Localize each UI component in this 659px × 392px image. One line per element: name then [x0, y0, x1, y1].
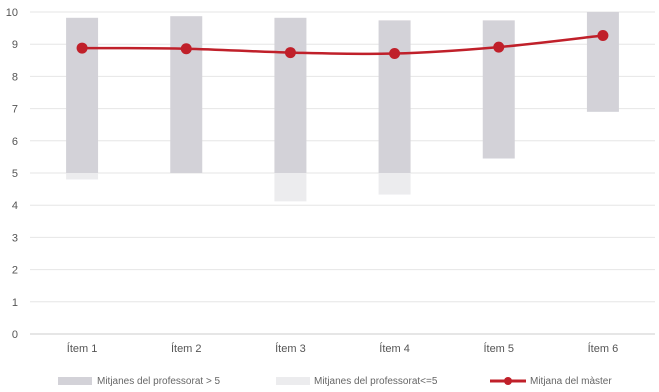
y-tick-label: 4: [12, 200, 18, 212]
legend-label-high: Mitjanes del professorat > 5: [97, 376, 221, 387]
master-average-point: [180, 43, 192, 55]
bars-professorat-low: [66, 173, 411, 202]
master-average-point: [76, 42, 88, 54]
y-tick-label: 1: [12, 297, 18, 309]
master-average-point: [284, 47, 296, 59]
bar-professorat-high: [274, 17, 307, 173]
legend-label-low: Mitjanes del professorat<=5: [314, 376, 438, 387]
bar-professorat-low: [274, 173, 307, 202]
bar-professorat-high: [586, 12, 619, 112]
y-tick-label: 7: [12, 104, 18, 116]
legend-swatch-high: [58, 377, 92, 385]
legend-label-line: Mitjana del màster: [530, 376, 612, 387]
y-tick-label: 9: [12, 39, 18, 51]
x-tick-label: Ítem 3: [275, 342, 306, 355]
legend-swatch-marker: [504, 377, 512, 385]
legend-swatch-low: [276, 377, 310, 385]
y-tick-label: 5: [12, 168, 18, 180]
master-average-line-path: [82, 34, 604, 56]
bar-professorat-low: [378, 173, 411, 195]
bar-professorat-high: [482, 20, 515, 159]
bars-professorat-high: [66, 12, 619, 174]
legend: Mitjanes del professorat > 5 Mitjanes de…: [58, 376, 612, 387]
master-average-point: [493, 41, 505, 53]
x-axis-ticks: Ítem 1 Ítem 2 Ítem 3 Ítem 4 Ítem 5 Ítem 6: [67, 342, 618, 355]
y-tick-label: 10: [6, 7, 18, 19]
x-tick-label: Ítem 5: [483, 342, 514, 355]
x-tick-label: Ítem 4: [379, 342, 410, 355]
y-tick-label: 3: [12, 232, 18, 244]
bar-professorat-high: [170, 16, 203, 173]
master-average-point: [389, 48, 401, 60]
x-tick-label: Ítem 1: [67, 342, 98, 355]
gridlines: [30, 11, 655, 335]
y-tick-label: 8: [12, 71, 18, 83]
y-axis-ticks: 0 1 2 3 4 5 6 7 8 9 10: [6, 7, 18, 341]
x-tick-label: Ítem 2: [171, 342, 202, 355]
bar-professorat-high: [66, 17, 99, 173]
bar-professorat-low: [66, 173, 99, 180]
y-tick-label: 0: [12, 329, 18, 341]
y-tick-label: 6: [12, 136, 18, 148]
master-average-point: [597, 30, 609, 42]
x-tick-label: Ítem 6: [588, 342, 619, 355]
bar-professorat-high: [378, 20, 411, 174]
y-tick-label: 2: [12, 265, 18, 277]
master-average-line: [76, 30, 609, 60]
